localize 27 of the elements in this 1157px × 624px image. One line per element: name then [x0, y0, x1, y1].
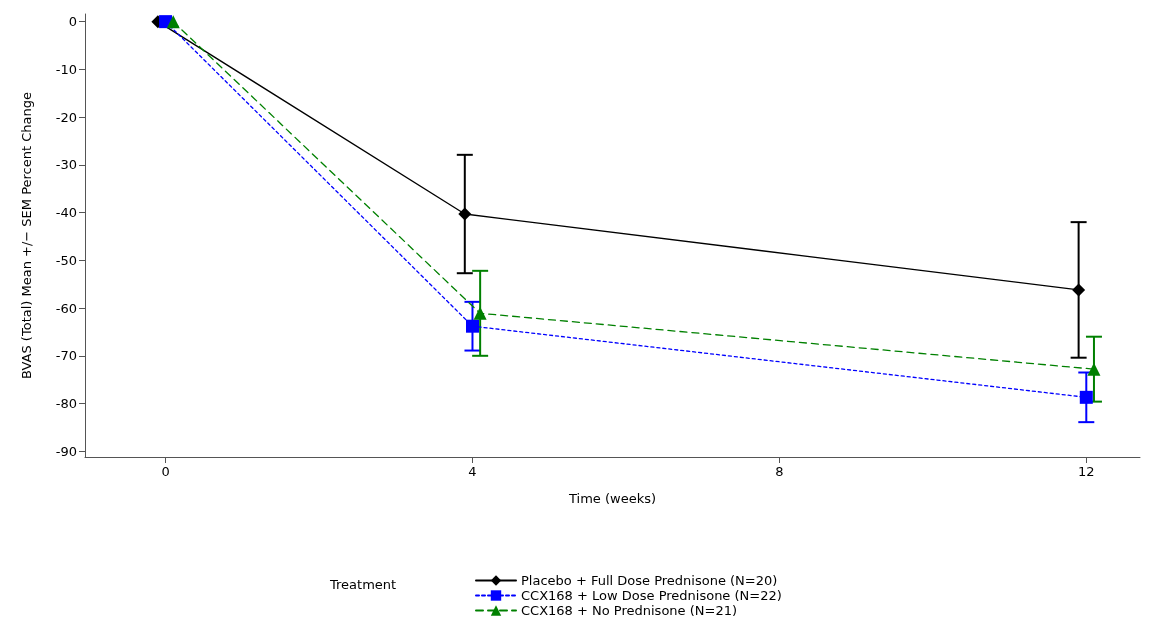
x-tick-label: 8 — [775, 464, 784, 479]
y-tick-label: -10 — [55, 61, 77, 77]
point — [1087, 362, 1101, 376]
x-tick-label: 12 — [1078, 464, 1095, 479]
y-tick-label: -20 — [55, 109, 77, 125]
y-tick-label: -70 — [55, 348, 77, 364]
point — [1072, 283, 1086, 297]
y-tick-label: -50 — [55, 252, 77, 268]
y-tick-label: -90 — [55, 443, 77, 459]
x-axis-title: Time (weeks) — [567, 491, 657, 506]
y-tick-label: -30 — [55, 157, 77, 173]
point — [1079, 390, 1093, 404]
x-tick-label: 4 — [468, 464, 477, 479]
point — [166, 15, 180, 29]
legend-label: Placebo + Full Dose Prednisone (N=20) — [521, 573, 778, 588]
legend-title: Treatment — [329, 577, 397, 592]
y-axis-title: BVAS (Total) Mean +/− SEM Percent Change — [19, 92, 34, 379]
y-tick-label: -40 — [55, 205, 77, 221]
y-tick-label: 0 — [68, 14, 77, 30]
legend-label: CCX168 + Low Dose Prednisone (N=22) — [521, 588, 782, 603]
point — [465, 319, 479, 333]
point — [458, 207, 472, 221]
point — [473, 306, 487, 320]
y-tick-label: -80 — [55, 396, 77, 412]
y-tick-label: -60 — [55, 300, 77, 316]
legend-label: CCX168 + No Prednisone (N=21) — [521, 603, 738, 618]
x-tick-label: 0 — [161, 464, 170, 479]
